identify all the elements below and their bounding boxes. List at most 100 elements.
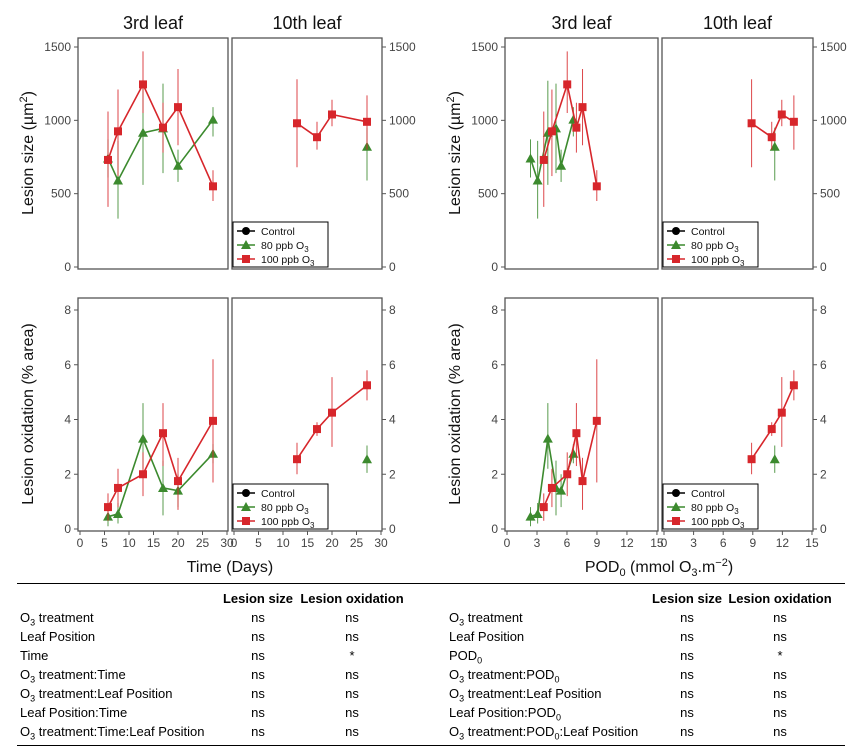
legend-entry: 80 ppb O3 bbox=[691, 240, 739, 254]
lesion-oxidation-result: ns bbox=[345, 667, 359, 682]
data-point-o3_100 bbox=[777, 408, 786, 417]
data-point-o3_100 bbox=[747, 119, 756, 128]
legend-entry: Control bbox=[691, 226, 725, 238]
factor-label-part: treatment:Leaf Position bbox=[35, 686, 173, 701]
data-point-o3_100 bbox=[767, 133, 776, 142]
series-line-o3_100 bbox=[107, 82, 214, 187]
xlabel-pod-sup: −2 bbox=[715, 557, 728, 569]
column-title: 10th leaf bbox=[703, 13, 773, 33]
y-tick-label: 1000 bbox=[471, 113, 498, 127]
lesion-oxidation-result: ns bbox=[773, 610, 787, 625]
data-point-o3_100 bbox=[789, 381, 798, 390]
lesion-size-result: ns bbox=[680, 610, 694, 625]
data-point-o3_100 bbox=[363, 117, 371, 126]
legend-entry: 100 ppb O3 bbox=[261, 516, 315, 530]
factor-label-part: POD bbox=[449, 648, 478, 663]
left-header-lesion-size: Lesion size bbox=[222, 591, 294, 606]
series-line-o3_100 bbox=[296, 384, 368, 460]
factor-label-part: 3 bbox=[459, 693, 465, 704]
y-tick-label: 8 bbox=[389, 303, 396, 317]
x-tick-label: 25 bbox=[350, 536, 364, 550]
legend-text: 100 ppb O bbox=[261, 254, 310, 266]
factor-label-part: 0 bbox=[555, 712, 561, 723]
legend-entry: Control bbox=[691, 488, 725, 500]
data-point-o3_100 bbox=[114, 483, 122, 492]
y-tick-label: 8 bbox=[491, 303, 498, 317]
xlabel-pod-main: POD bbox=[585, 559, 620, 576]
legend-entry: 100 ppb O3 bbox=[261, 254, 315, 268]
y-tick-label: 500 bbox=[478, 187, 498, 201]
y-tick-label: 8 bbox=[820, 303, 827, 317]
legend-marker bbox=[671, 502, 681, 511]
y-tick-label: 2 bbox=[389, 467, 396, 481]
y-tick-label: 0 bbox=[491, 260, 498, 274]
y-tick-label: 4 bbox=[64, 413, 71, 427]
statistics-table: Lesion size Lesion oxidation Lesion size… bbox=[0, 583, 850, 749]
series-line-o3_80 bbox=[107, 119, 214, 183]
data-point-o3_100 bbox=[767, 425, 776, 434]
factor-label-part: 0 bbox=[554, 674, 560, 685]
data-point-o3_80 bbox=[769, 454, 780, 464]
data-point-o3_100 bbox=[159, 123, 167, 132]
lesion-oxidation-result: ns bbox=[773, 724, 787, 739]
legend-marker bbox=[672, 517, 680, 525]
lesion-oxidation-result: ns bbox=[345, 610, 359, 625]
x-tick-label: 6 bbox=[564, 536, 571, 550]
data-point-o3_100 bbox=[572, 429, 581, 438]
data-point-o3_100 bbox=[592, 416, 601, 425]
legend-text: Control bbox=[261, 226, 295, 238]
factor-label-part: treatment:Time bbox=[35, 667, 126, 682]
y-tick-label: 1000 bbox=[820, 113, 847, 127]
legend-marker bbox=[242, 255, 250, 263]
legend-sub: 3 bbox=[310, 259, 315, 268]
y-tick-label: 1500 bbox=[471, 40, 498, 54]
data-point-o3_100 bbox=[313, 133, 321, 142]
data-point-o3_80 bbox=[525, 511, 536, 521]
factor-label-part: 3 bbox=[459, 617, 465, 628]
data-point-o3_100 bbox=[592, 182, 601, 191]
ylabel-oxidation-left: Lesion oxidation (% area) bbox=[20, 323, 37, 504]
factor-label-part: O bbox=[20, 667, 31, 682]
y-tick-label: 0 bbox=[820, 260, 827, 274]
factor-label: O3 treatment:POD0:Leaf Position bbox=[449, 724, 638, 745]
y-tick-label: 6 bbox=[820, 358, 827, 372]
lesion-size-result: ns bbox=[251, 648, 265, 663]
xlabel-pod-tail3: ) bbox=[728, 559, 733, 576]
legend-text: 80 ppb O bbox=[691, 240, 734, 252]
left-header-lesion-oxidation: Lesion oxidation bbox=[300, 591, 404, 606]
factor-label-part: O bbox=[449, 667, 460, 682]
xlabel-time-main: Time (Days) bbox=[187, 559, 274, 576]
legend-entry: Control bbox=[261, 488, 295, 500]
factor-label-part: 3 bbox=[459, 731, 465, 742]
factor-label-part: treatment:POD bbox=[464, 724, 555, 739]
panel-frame bbox=[77, 37, 229, 270]
x-tick-label: 15 bbox=[650, 536, 664, 550]
x-tick-label: 12 bbox=[620, 536, 634, 550]
x-tick-label: 3 bbox=[534, 536, 541, 550]
data-point-o3_100 bbox=[209, 416, 217, 425]
data-point-o3_100 bbox=[747, 455, 756, 464]
data-point-o3_100 bbox=[139, 80, 147, 89]
panel-frame bbox=[77, 297, 229, 532]
table-bottom-rule bbox=[17, 745, 845, 746]
data-point-o3_80 bbox=[173, 160, 183, 170]
x-tick-label: 20 bbox=[171, 536, 185, 550]
xlabel-pod-sub: 0 bbox=[619, 567, 625, 579]
data-point-o3_80 bbox=[158, 482, 168, 492]
legend-sub: 3 bbox=[734, 245, 739, 254]
y-tick-label: 0 bbox=[389, 260, 396, 274]
legend-text: 80 ppb O bbox=[261, 502, 304, 514]
data-point-o3_100 bbox=[789, 117, 798, 126]
lesion-oxidation-result: ns bbox=[773, 705, 787, 720]
data-point-o3_100 bbox=[563, 470, 572, 479]
lesion-size-result: ns bbox=[680, 686, 694, 701]
data-point-o3_100 bbox=[293, 119, 301, 128]
panel-frame bbox=[504, 297, 659, 532]
x-tick-label: 25 bbox=[196, 536, 210, 550]
factor-label-part: O bbox=[20, 686, 31, 701]
factor-label-part: Leaf Position bbox=[449, 629, 525, 644]
ylabel-sup: 2 bbox=[445, 96, 457, 102]
data-point-o3_80 bbox=[362, 454, 372, 464]
series-line-o3_100 bbox=[542, 81, 598, 187]
xlabel-pod-tail2: .m bbox=[698, 559, 716, 576]
